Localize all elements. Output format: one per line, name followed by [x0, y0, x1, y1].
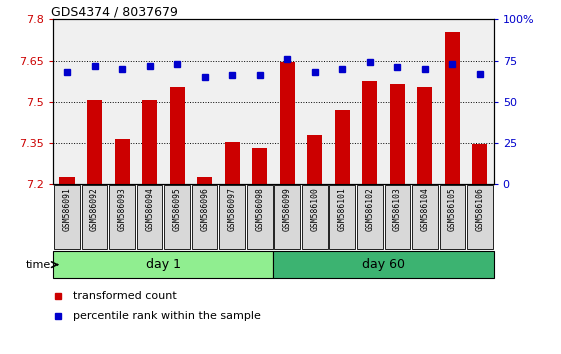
FancyBboxPatch shape — [329, 185, 355, 249]
Text: GSM586103: GSM586103 — [393, 187, 402, 230]
Text: GDS4374 / 8037679: GDS4374 / 8037679 — [51, 5, 178, 18]
FancyBboxPatch shape — [192, 185, 218, 249]
Text: GSM586101: GSM586101 — [338, 187, 347, 230]
Bar — [445, 32, 460, 184]
FancyBboxPatch shape — [440, 185, 465, 249]
Text: GSM586096: GSM586096 — [200, 187, 209, 230]
Bar — [307, 135, 323, 184]
Bar — [335, 110, 350, 184]
Bar — [417, 87, 433, 184]
FancyBboxPatch shape — [357, 185, 383, 249]
FancyBboxPatch shape — [82, 185, 107, 249]
Text: time: time — [25, 259, 50, 270]
Text: day 1: day 1 — [146, 258, 181, 271]
Text: percentile rank within the sample: percentile rank within the sample — [73, 311, 261, 321]
Bar — [252, 148, 267, 184]
Text: GSM586099: GSM586099 — [283, 187, 292, 230]
Text: GSM586104: GSM586104 — [420, 187, 429, 230]
Text: GSM586105: GSM586105 — [448, 187, 457, 230]
FancyBboxPatch shape — [302, 185, 328, 249]
Text: GSM586098: GSM586098 — [255, 187, 264, 230]
Bar — [472, 144, 488, 184]
Text: GSM586100: GSM586100 — [310, 187, 319, 230]
Text: day 60: day 60 — [362, 258, 405, 271]
FancyBboxPatch shape — [412, 185, 438, 249]
Bar — [142, 101, 157, 184]
FancyBboxPatch shape — [137, 185, 163, 249]
Bar — [362, 81, 378, 184]
FancyBboxPatch shape — [109, 185, 135, 249]
Text: GSM586094: GSM586094 — [145, 187, 154, 230]
Bar — [87, 101, 102, 184]
FancyBboxPatch shape — [384, 185, 410, 249]
FancyBboxPatch shape — [247, 185, 273, 249]
Bar — [114, 139, 130, 184]
Text: GSM586106: GSM586106 — [475, 187, 484, 230]
Text: GSM586102: GSM586102 — [365, 187, 374, 230]
Bar — [169, 87, 185, 184]
FancyBboxPatch shape — [219, 185, 245, 249]
FancyBboxPatch shape — [274, 251, 494, 278]
Bar — [280, 62, 295, 184]
FancyBboxPatch shape — [164, 185, 190, 249]
Text: GSM586095: GSM586095 — [173, 187, 182, 230]
FancyBboxPatch shape — [54, 185, 80, 249]
Bar — [59, 177, 75, 184]
Text: GSM586091: GSM586091 — [63, 187, 72, 230]
Text: GSM586093: GSM586093 — [118, 187, 127, 230]
Bar — [224, 142, 240, 184]
FancyBboxPatch shape — [53, 251, 274, 278]
Text: GSM586097: GSM586097 — [228, 187, 237, 230]
Bar — [197, 177, 212, 184]
Text: GSM586092: GSM586092 — [90, 187, 99, 230]
Bar — [390, 84, 405, 184]
Text: transformed count: transformed count — [73, 291, 177, 301]
FancyBboxPatch shape — [467, 185, 493, 249]
FancyBboxPatch shape — [274, 185, 300, 249]
